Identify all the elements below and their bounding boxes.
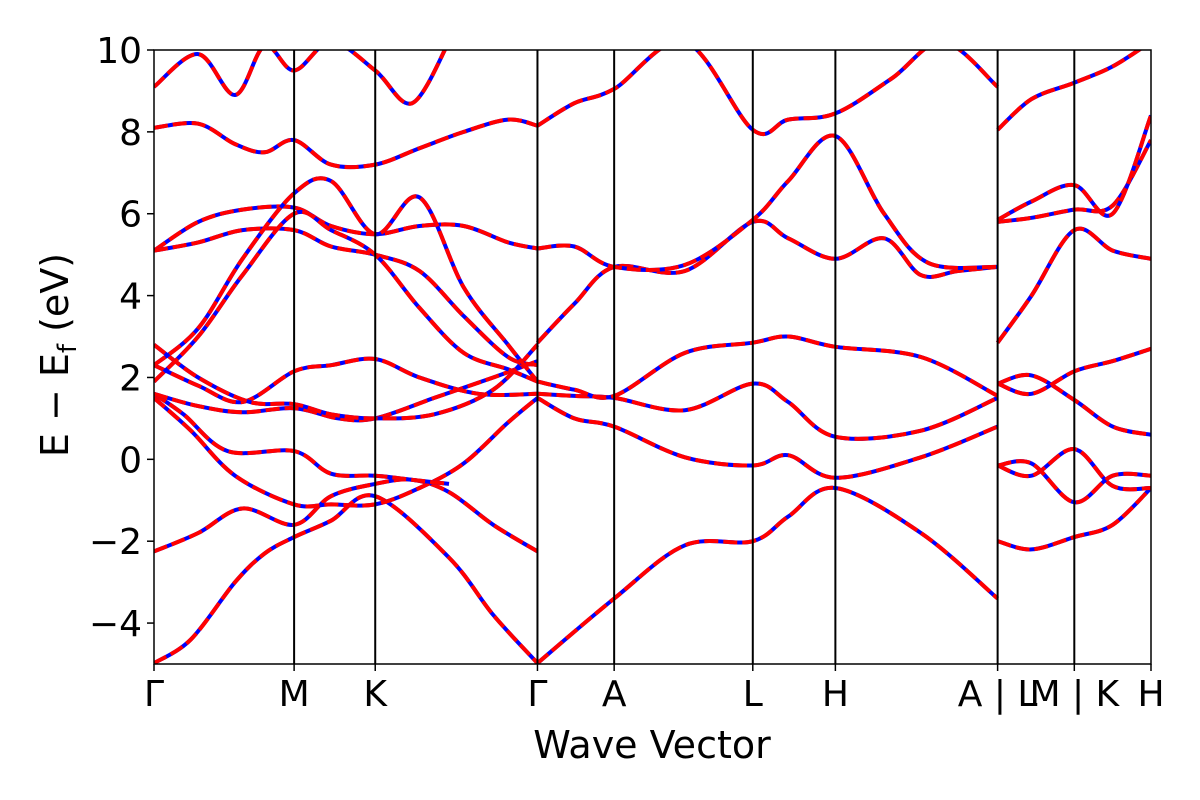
y-axis-title-subscript: f: [53, 343, 83, 353]
y-ticks: 10 8 6 4 2 0 −2 −4: [89, 31, 154, 645]
y-tick-label: 0: [119, 440, 142, 481]
x-ticks: Γ M K Γ A L H A | LM | K H: [144, 664, 1165, 715]
y-axis-title: E − Ef (eV): [33, 253, 83, 457]
x-tick-label: A: [602, 674, 627, 715]
x-tick-label: Γ: [527, 674, 547, 715]
y-tick-label: 6: [119, 195, 142, 236]
band-line-red-28: [996, 114, 1151, 222]
plot-frame: [153, 49, 1152, 665]
y-axis-title-main: E − E: [33, 353, 77, 457]
band-line-red-22: [997, 459, 1151, 505]
high-symmetry-lines: [293, 50, 1076, 664]
band-line-red-8: [536, 396, 999, 480]
x-tick-label: K: [363, 674, 388, 715]
band-line-red-12: [537, 133, 998, 272]
band-line-blue-8: [536, 396, 999, 480]
band-line-red-3: [154, 396, 539, 509]
band-line-blue-14: [154, 204, 538, 253]
x-tick-label: A | L: [958, 674, 1038, 715]
y-tick-label: −2: [89, 522, 142, 563]
band-line-blue-1: [536, 485, 999, 664]
band-line-red-18: [154, 117, 539, 170]
band-line-blue-16: [154, 176, 540, 383]
x-tick-label: Γ: [144, 674, 164, 715]
band-line-red-11: [536, 218, 998, 345]
band-line-red-5: [154, 359, 539, 423]
band-line-red-15: [154, 226, 539, 368]
x-axis-title: Wave Vector: [533, 723, 771, 767]
band-line-red-16: [154, 176, 540, 383]
y-tick-label: 4: [119, 277, 142, 318]
band-line-red-10: [537, 334, 999, 400]
x-tick-label: M: [279, 674, 310, 715]
band-line-red-14: [154, 204, 538, 253]
band-line-blue-13: [536, 50, 999, 137]
x-tick-label: L: [743, 674, 763, 715]
band-line-blue-10: [537, 334, 999, 400]
band-line-blue-9: [537, 381, 999, 441]
band-line-blue-0: [154, 493, 539, 664]
band-line-red-0: [154, 493, 539, 664]
y-tick-label: 8: [119, 113, 142, 154]
y-tick-label: −4: [89, 604, 142, 645]
y-tick-label: 2: [119, 358, 142, 399]
bands-layer: [154, 50, 1151, 664]
band-line-red-4: [154, 392, 450, 486]
band-line-red-7: [154, 343, 539, 421]
band-line-red-17: [154, 209, 539, 384]
band-line-red-27: [996, 50, 1143, 132]
band-line-red-6: [154, 356, 538, 405]
band-line-blue-19: [154, 50, 447, 106]
x-tick-label: M | K: [1029, 674, 1120, 715]
x-tick-label: H: [1137, 674, 1164, 715]
band-line-red-13: [536, 50, 999, 137]
band-line-blue-11: [536, 218, 998, 345]
band-line-red-1: [536, 485, 999, 664]
y-axis-title-unit: (eV): [33, 253, 77, 344]
band-line-red-2: [154, 477, 539, 554]
band-line-red-19: [154, 50, 447, 106]
x-tick-label: H: [822, 674, 849, 715]
y-tick-label: 10: [96, 31, 142, 72]
